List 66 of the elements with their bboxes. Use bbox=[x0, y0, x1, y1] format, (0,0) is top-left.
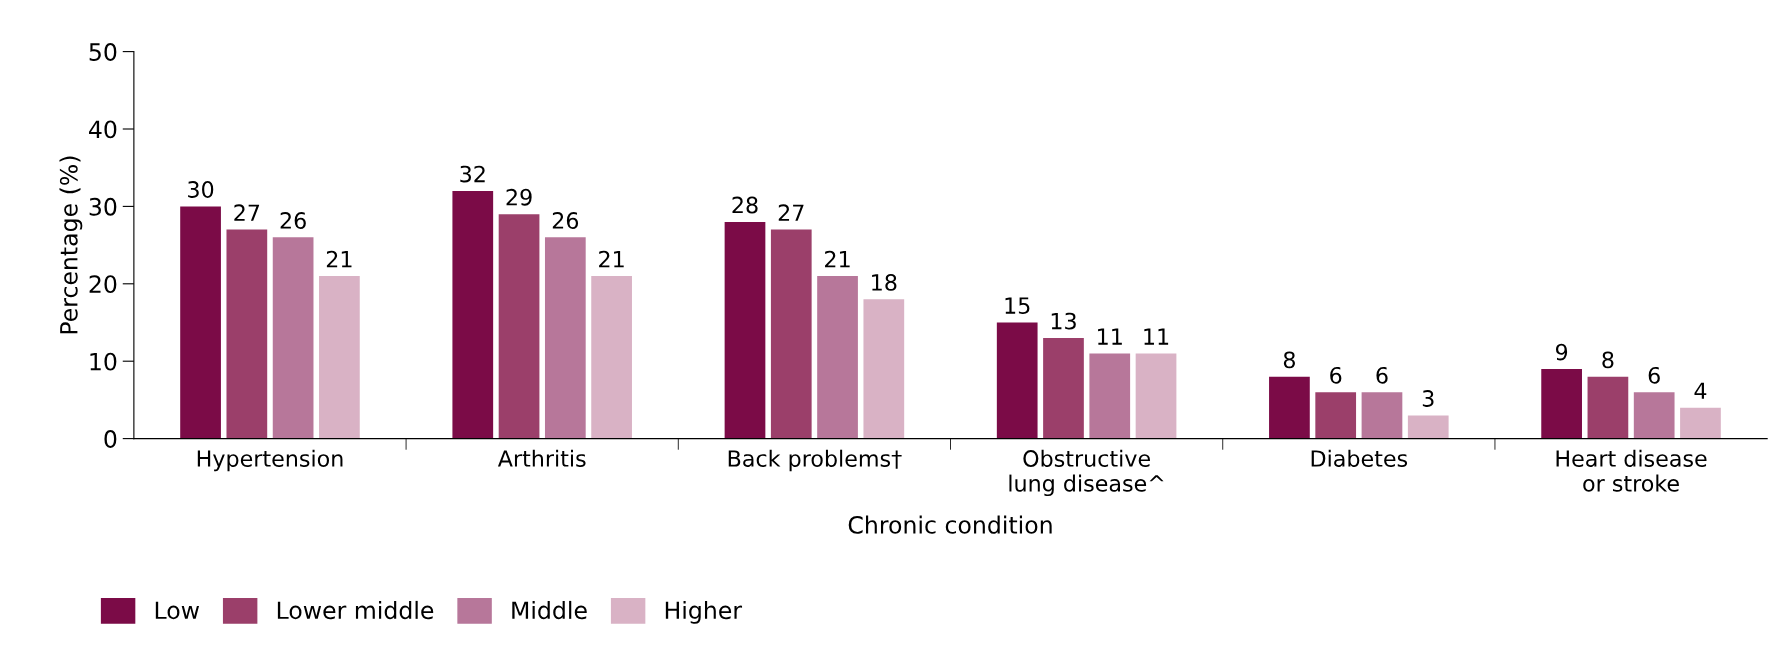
legend-label: Lower middle bbox=[277, 600, 434, 620]
data-label: 21 bbox=[825, 250, 850, 268]
bar bbox=[591, 276, 632, 439]
bar bbox=[1587, 376, 1629, 439]
x-tick-label: Arthritis bbox=[497, 449, 586, 467]
x-tick-label: Hypertension bbox=[197, 449, 343, 472]
data-label: 6 bbox=[1648, 366, 1660, 384]
legend-label: Middle bbox=[512, 600, 587, 620]
bar bbox=[1043, 337, 1084, 439]
data-label: 32 bbox=[460, 165, 485, 183]
bar bbox=[1315, 392, 1357, 439]
y-tick-label: 10 bbox=[90, 352, 117, 371]
y-tick-label: 20 bbox=[89, 275, 117, 294]
data-label: 21 bbox=[599, 250, 624, 268]
data-label: 18 bbox=[872, 274, 897, 291]
data-label: 29 bbox=[506, 188, 532, 206]
data-label: 4 bbox=[1694, 382, 1707, 399]
bar bbox=[1680, 407, 1721, 439]
data-label: 8 bbox=[1283, 351, 1295, 369]
data-label: 28 bbox=[732, 196, 758, 214]
bar bbox=[1135, 353, 1177, 439]
x-tick-label: Back problems† bbox=[728, 449, 902, 472]
data-label: 11 bbox=[1098, 328, 1122, 345]
data-label: 6 bbox=[1330, 366, 1342, 384]
y-tick-label: 50 bbox=[89, 43, 117, 61]
bar bbox=[1541, 368, 1582, 439]
bar bbox=[1269, 376, 1310, 439]
data-label: 27 bbox=[234, 204, 260, 221]
bar bbox=[1407, 415, 1449, 439]
data-label: 26 bbox=[552, 212, 579, 229]
data-label: 13 bbox=[1051, 312, 1076, 330]
bar bbox=[272, 237, 314, 439]
data-label: 15 bbox=[1005, 297, 1030, 315]
data-label: 27 bbox=[778, 204, 804, 221]
bar bbox=[226, 229, 268, 439]
bar bbox=[544, 237, 586, 439]
bar bbox=[1089, 353, 1131, 439]
bar bbox=[452, 190, 494, 439]
data-label: 8 bbox=[1602, 351, 1614, 369]
bar bbox=[770, 229, 812, 439]
y-axis-title: Percentage (%) bbox=[59, 156, 83, 334]
x-tick-label: Obstructive lung disease^ bbox=[1009, 449, 1164, 497]
data-label: 11 bbox=[1144, 328, 1169, 345]
legend-label: Higher bbox=[665, 600, 743, 624]
bar bbox=[319, 276, 360, 439]
data-label: 26 bbox=[280, 212, 306, 229]
x-axis-title: Chronic condition bbox=[848, 515, 1052, 534]
bar bbox=[180, 206, 221, 439]
data-label: 3 bbox=[1422, 390, 1434, 407]
legend-label: Low bbox=[155, 601, 200, 620]
data-label: 21 bbox=[326, 250, 352, 268]
bar bbox=[498, 214, 540, 439]
x-tick-label: Diabetes bbox=[1311, 449, 1408, 467]
bar bbox=[1633, 392, 1675, 439]
bar bbox=[1361, 392, 1403, 439]
bar bbox=[724, 221, 766, 439]
y-tick-label: 30 bbox=[89, 197, 117, 216]
y-tick-label: 0 bbox=[104, 430, 117, 448]
bar bbox=[996, 322, 1038, 439]
y-tick-label: 40 bbox=[89, 120, 117, 139]
bar bbox=[817, 276, 858, 439]
x-tick-label: Heart disease or stroke bbox=[1556, 449, 1707, 492]
bar bbox=[863, 299, 905, 439]
data-label: 30 bbox=[188, 181, 214, 198]
data-label: 6 bbox=[1376, 366, 1388, 384]
data-label: 9 bbox=[1555, 343, 1568, 361]
